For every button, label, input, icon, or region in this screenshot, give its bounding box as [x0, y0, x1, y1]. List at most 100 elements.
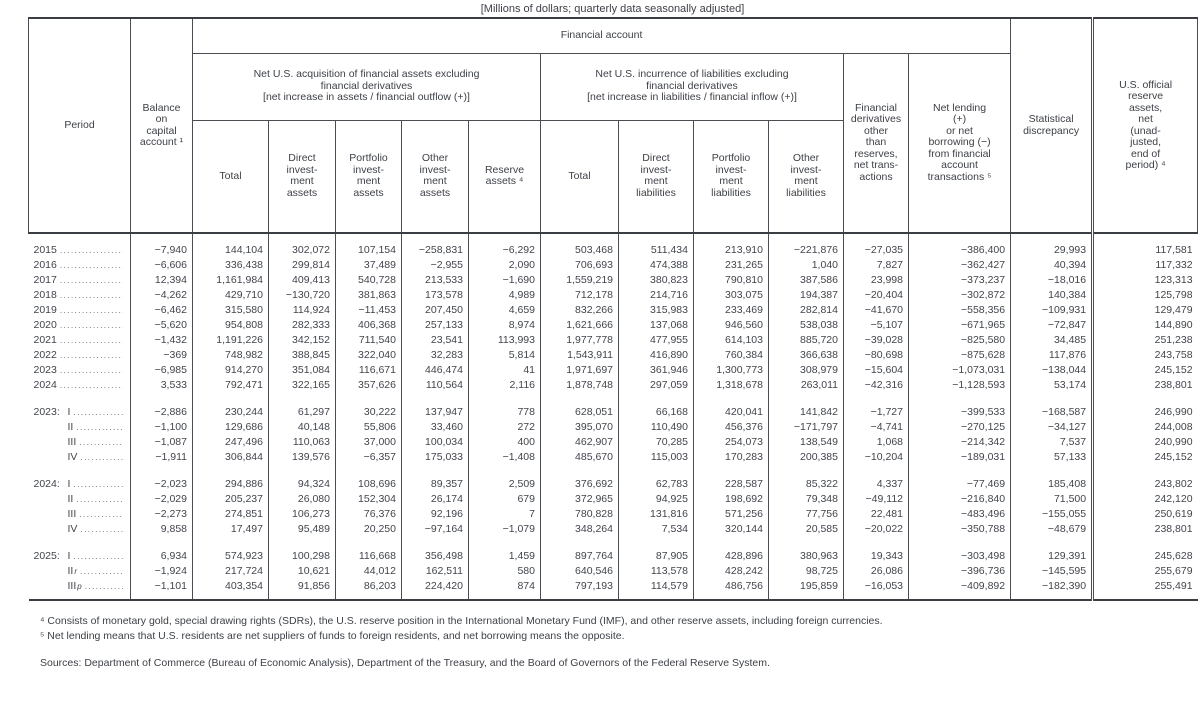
- statistical-discrepancy-header: Statistical discrepancy: [1010, 17, 1094, 234]
- value-cell: 170,283: [693, 448, 769, 463]
- value-cell: 4,337: [843, 463, 909, 490]
- value-cell: 116,668: [335, 535, 402, 562]
- value-cell: 137,947: [401, 391, 469, 418]
- value-cell: 706,693: [540, 256, 619, 271]
- value-cell: 306,844: [192, 448, 269, 463]
- official-reserve-assets-header: U.S. official reserve assets, net (unad-…: [1091, 17, 1199, 234]
- table-caption: [Millions of dollars; quarterly data sea…: [480, 3, 745, 15]
- value-cell: −6,985: [130, 361, 193, 376]
- value-cell: 294,886: [192, 463, 269, 490]
- value-cell: 251,238: [1091, 331, 1198, 346]
- value-cell: 299,814: [268, 256, 336, 271]
- value-cell: 238,801: [1091, 376, 1198, 391]
- value-cell: −171,797: [768, 418, 844, 433]
- value-cell: 117,332: [1091, 256, 1198, 271]
- value-cell: 240,990: [1091, 433, 1198, 448]
- value-cell: 228,587: [693, 463, 769, 490]
- value-cell: 1,191,226: [192, 331, 269, 346]
- value-cell: −77,469: [907, 463, 1011, 490]
- value-cell: 125,798: [1091, 286, 1198, 301]
- dot-leader: [60, 320, 123, 330]
- value-cell: −409,892: [907, 577, 1011, 601]
- value-cell: 406,368: [335, 316, 402, 331]
- value-cell: 254,073: [693, 433, 769, 448]
- value-cell: −130,720: [268, 286, 336, 301]
- table-row: 2019−6,462315,580114,924−11,453207,4504,…: [29, 301, 1198, 316]
- period-cell: III: [29, 505, 131, 520]
- value-cell: −155,055: [1010, 505, 1093, 520]
- value-cell: 94,925: [618, 490, 694, 505]
- value-cell: 428,242: [693, 562, 769, 577]
- value-cell: −138,044: [1010, 361, 1093, 376]
- value-cell: 195,859: [768, 577, 844, 601]
- value-cell: 26,080: [268, 490, 336, 505]
- value-cell: 198,692: [693, 490, 769, 505]
- table-row: 2024:I−2,023294,88694,324108,69689,3572,…: [29, 463, 1198, 490]
- value-cell: 409,413: [268, 271, 336, 286]
- value-cell: 245,152: [1091, 361, 1198, 376]
- value-cell: 100,034: [401, 433, 469, 448]
- value-cell: −483,496: [907, 505, 1011, 520]
- value-cell: 571,256: [693, 505, 769, 520]
- incurrence-group-header: Net U.S. incurrence of liabilities exclu…: [540, 52, 844, 121]
- value-cell: 12,394: [130, 271, 193, 286]
- footnote-5: ⁵ Net lending means that U.S. residents …: [40, 630, 625, 642]
- value-cell: 117,876: [1010, 346, 1093, 361]
- value-cell: −875,628: [907, 346, 1011, 361]
- value-cell: −48,679: [1010, 520, 1093, 535]
- table-body: 2015−7,940144,104302,072107,154−258,831−…: [28, 233, 1198, 601]
- value-cell: 255,491: [1091, 577, 1198, 601]
- period-cell: 2017: [29, 271, 131, 286]
- value-cell: 92,196: [401, 505, 469, 520]
- value-cell: 282,333: [268, 316, 336, 331]
- value-cell: 376,692: [540, 463, 619, 490]
- table-row: 2023−6,985914,270351,084116,671446,47441…: [29, 361, 1198, 376]
- value-cell: 511,434: [618, 233, 694, 256]
- value-cell: 22,481: [843, 505, 909, 520]
- period-cell: 2021: [29, 331, 131, 346]
- value-cell: −15,604: [843, 361, 909, 376]
- value-cell: −2,886: [130, 391, 193, 418]
- value-cell: −97,164: [401, 520, 469, 535]
- value-cell: −34,127: [1010, 418, 1093, 433]
- period-cell: 2023: [29, 361, 131, 376]
- net-lending-header: Net lending (+) or net borrowing (−) fro…: [907, 52, 1012, 234]
- value-cell: 144,104: [192, 233, 269, 256]
- dot-leader: [80, 452, 123, 462]
- value-cell: 792,471: [192, 376, 269, 391]
- period-cell: IV: [29, 448, 131, 463]
- value-cell: 322,165: [268, 376, 336, 391]
- dot-leader: [79, 437, 123, 447]
- financial-account-header: Financial account: [191, 17, 1012, 54]
- value-cell: 106,273: [268, 505, 336, 520]
- value-cell: 5,814: [468, 346, 541, 361]
- table-row: II−2,029205,23726,080152,30426,174679372…: [29, 490, 1198, 505]
- value-cell: 574,923: [192, 535, 269, 562]
- value-cell: 113,578: [618, 562, 694, 577]
- period-cell: 2015: [29, 233, 131, 256]
- value-cell: 34,485: [1010, 331, 1093, 346]
- value-cell: 129,391: [1010, 535, 1093, 562]
- table-row: II−1,100129,68640,14855,80633,460272395,…: [29, 418, 1198, 433]
- value-cell: 614,103: [693, 331, 769, 346]
- period-cell: III: [29, 433, 131, 448]
- value-cell: 32,283: [401, 346, 469, 361]
- value-cell: 23,998: [843, 271, 909, 286]
- value-cell: 87,905: [618, 535, 694, 562]
- value-cell: −49,112: [843, 490, 909, 505]
- value-cell: 400: [468, 433, 541, 448]
- value-cell: 85,322: [768, 463, 844, 490]
- value-cell: 114,924: [268, 301, 336, 316]
- value-cell: −1,911: [130, 448, 193, 463]
- value-cell: 712,178: [540, 286, 619, 301]
- value-cell: 107,154: [335, 233, 402, 256]
- value-cell: 117,581: [1091, 233, 1198, 256]
- value-cell: −11,453: [335, 301, 402, 316]
- value-cell: 1,977,778: [540, 331, 619, 346]
- value-cell: 110,490: [618, 418, 694, 433]
- value-cell: 387,586: [768, 271, 844, 286]
- dot-leader: [60, 305, 123, 315]
- value-cell: 429,710: [192, 286, 269, 301]
- value-cell: −1,100: [130, 418, 193, 433]
- table-row: 2023:I−2,886230,24461,29730,222137,94777…: [29, 391, 1198, 418]
